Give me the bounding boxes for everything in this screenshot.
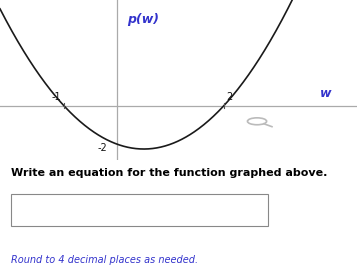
Text: p(w): p(w) — [127, 14, 159, 26]
Text: -2: -2 — [98, 143, 107, 153]
Text: w: w — [320, 87, 331, 100]
FancyBboxPatch shape — [11, 194, 268, 226]
Text: Write an equation for the function graphed above.: Write an equation for the function graph… — [11, 168, 327, 178]
Text: -1: -1 — [52, 92, 61, 102]
Text: 2: 2 — [226, 92, 233, 102]
Text: Round to 4 decimal places as needed.: Round to 4 decimal places as needed. — [11, 255, 198, 265]
